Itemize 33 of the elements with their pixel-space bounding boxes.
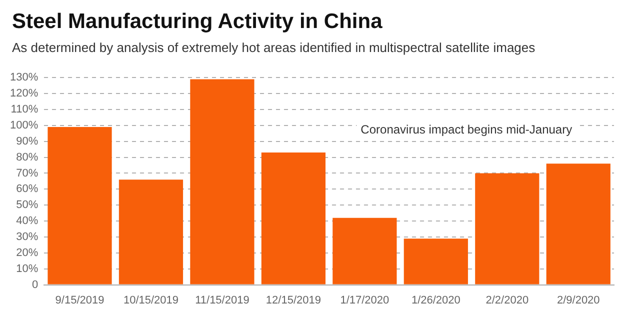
x-tick-label: 10/15/2019 [123,294,179,306]
bar [332,218,397,284]
y-tick-label: 130% [10,72,38,84]
x-tick-label: 1/26/2020 [411,294,460,306]
bar [48,127,112,284]
y-tick-label: 90% [16,135,38,148]
y-tick-label: 40% [16,215,38,228]
y-tick-label: 50% [16,199,38,212]
bar [404,238,468,284]
x-tick-label: 1/17/2020 [340,294,390,306]
bar [475,173,540,284]
y-tick-label: 100% [10,119,38,132]
chart-subtitle: As determined by analysis of extremely hot areas identified in multispectral satellite images [11,39,536,55]
bar [190,79,254,284]
bar [118,180,184,284]
y-tick-label: 110% [10,104,38,116]
x-tick-label: 12/15/2019 [266,294,321,306]
y-tick-label: 20% [16,246,38,259]
y-tick-label: 60% [16,183,38,196]
y-tick-label: 10% [16,262,38,275]
bar [261,152,326,284]
x-tick-label: 2/2/2020 [486,294,529,306]
y-tick-label: 80% [16,151,38,164]
x-tick-label: 9/15/2019 [55,294,104,306]
x-tick-label: 2/9/2020 [556,294,600,306]
chart-title: Steel Manufacturing Activity in China [11,9,384,34]
y-tick-label: 30% [16,231,38,244]
y-tick-label: 70% [16,167,38,180]
bar [546,164,610,284]
y-tick-label: 0 [32,278,38,291]
y-tick-label: 120% [10,88,38,100]
x-tick-label: 11/15/2019 [195,294,250,306]
annotation: Coronavirus impact begins mid-January [360,122,572,137]
